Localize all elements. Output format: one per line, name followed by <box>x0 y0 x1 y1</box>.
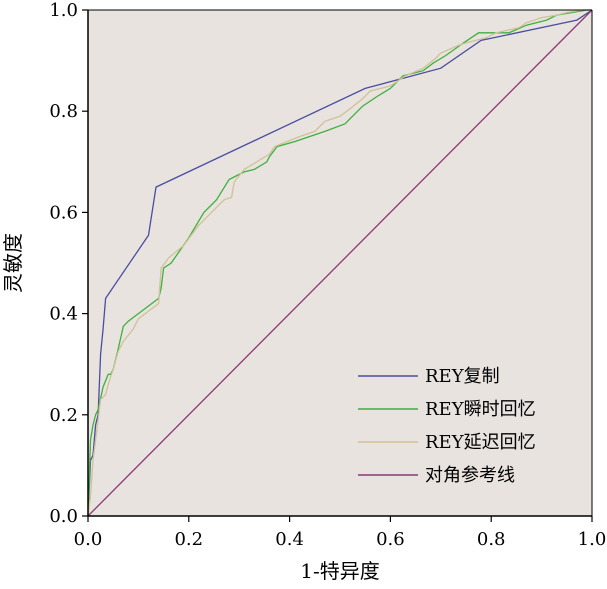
x-tick-label: 0.0 <box>74 529 103 550</box>
x-axis-title: 1-特异度 <box>300 559 379 583</box>
ticks-layer: 0.0 0.2 0.4 0.6 0.8 1.0 0.0 0.2 0.4 0.6 0.8 1.0 <box>49 0 606 550</box>
legend-label-1: REY瞬时回忆 <box>425 399 536 420</box>
y-tick-label: 0.8 <box>49 101 78 122</box>
axes-layer <box>87 9 593 517</box>
series-layer <box>87 9 593 517</box>
y-tick-label: 0.2 <box>49 405 78 426</box>
x-tick-label: 0.6 <box>376 529 405 550</box>
series-line-0 <box>87 9 593 517</box>
x-tick-label: 1.0 <box>578 529 607 550</box>
x-tick-label: 0.4 <box>275 529 304 550</box>
y-tick-label: 0.6 <box>49 202 78 223</box>
x-tick-label: 0.8 <box>477 529 506 550</box>
legend-label-3: 对角参考线 <box>425 465 515 486</box>
y-tick-label: 1.0 <box>49 0 78 21</box>
y-tick-label: 0.4 <box>49 304 78 325</box>
legend-label-0: REY复制 <box>425 366 500 387</box>
legend-label-2: REY延迟回忆 <box>425 432 536 453</box>
y-axis-title: 灵敏度 <box>1 233 25 293</box>
series-line-3 <box>87 9 593 517</box>
series-line-2 <box>87 9 592 517</box>
y-tick-label: 0.0 <box>49 506 78 527</box>
x-tick-label: 0.2 <box>174 529 203 550</box>
